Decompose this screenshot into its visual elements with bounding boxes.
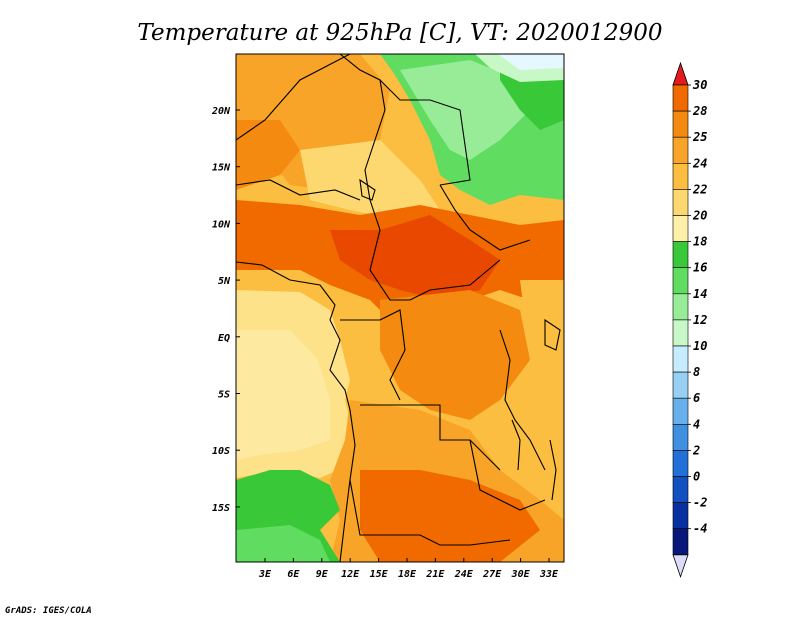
- colorbar-swatch: [672, 476, 689, 503]
- border-angola-drc: [360, 404, 501, 471]
- field-central-belt-core: [330, 215, 500, 300]
- border-sahara-1: [236, 54, 351, 141]
- colorbar-label: 12: [693, 313, 707, 327]
- border-libya-egypt: [339, 54, 471, 186]
- border-car: [369, 199, 501, 301]
- lon-label: 3E: [258, 569, 272, 580]
- lat-label: 10N: [212, 219, 231, 230]
- lon-label: 21E: [425, 569, 445, 580]
- lon-label: 24E: [454, 569, 474, 580]
- colorbar-label: 16: [693, 261, 707, 275]
- lon-label: 9E: [316, 569, 329, 580]
- lat-label: 5S: [218, 390, 230, 401]
- border-niger-chad: [364, 79, 386, 201]
- lat-label: 15N: [212, 163, 231, 174]
- lon-label: 30E: [511, 569, 531, 580]
- colorbar-label: 20: [692, 209, 707, 223]
- colorbar-swatch: [672, 528, 689, 556]
- colorbar-swatch: [672, 241, 689, 269]
- lake-tanganyika: [511, 419, 521, 471]
- colorbar-swatch: [672, 371, 689, 399]
- lake-malawi: [549, 439, 557, 501]
- lon-label: 18E: [398, 569, 417, 580]
- field-south-30c: [360, 470, 540, 562]
- colorbar-label: 28: [692, 104, 707, 118]
- colorbar-swatch: [672, 502, 689, 530]
- lat-label: 10S: [212, 446, 230, 457]
- lat-label: EQ: [218, 333, 230, 344]
- colorbar-label: 10: [693, 339, 707, 353]
- lat-label: 20N: [211, 106, 231, 117]
- colorbar-swatch: [672, 450, 689, 477]
- field-northeast-10c: [498, 54, 564, 70]
- country-borders: [236, 54, 561, 562]
- colorbar-bottom-arrow: [672, 554, 689, 579]
- colorbar-label: 6: [693, 391, 700, 405]
- colorbar-label: 18: [693, 235, 707, 249]
- lake-chad: [359, 178, 376, 201]
- colorbar-swatch: [672, 84, 689, 112]
- colorbar-swatch: [672, 136, 689, 164]
- colorbar-swatch: [672, 345, 689, 373]
- grads-credit: GrADS: IGES/COLA: [5, 606, 92, 616]
- colorbar-label: -2: [693, 496, 707, 510]
- temperature-map: [236, 54, 564, 562]
- latitude-axis: 20N 15N 10N 5N EQ 5S 10S 15S: [211, 106, 240, 514]
- colorbar-label: -4: [693, 522, 707, 536]
- colorbar-swatch: [672, 215, 689, 242]
- lon-label: 15E: [370, 569, 389, 580]
- colorbar-swatch: [672, 319, 689, 347]
- lake-victoria: [544, 318, 561, 351]
- coastline-west: [236, 261, 356, 562]
- longitude-axis: 3E 6E 9E 12E 15E 18E 21E 24E 27E 30E 33E: [258, 558, 559, 580]
- lon-label: 33E: [539, 569, 559, 580]
- colorbar-swatch: [672, 293, 689, 321]
- lon-label: 12E: [341, 569, 360, 580]
- lat-label: 15S: [212, 503, 230, 514]
- temperature-shading: [236, 54, 564, 562]
- colorbar-label: 2: [692, 443, 700, 457]
- colorbar-swatch: [672, 267, 689, 295]
- colorbar-label: 4: [693, 417, 700, 431]
- field-sahel-22c: [300, 140, 440, 220]
- colorbar-swatch: [672, 110, 689, 138]
- colorbar-label: 22: [692, 182, 707, 196]
- border-congo: [340, 309, 406, 401]
- colorbar-label: 30: [692, 78, 707, 92]
- colorbar-label: 25: [692, 130, 707, 144]
- map-title: Temperature at 925hPa [C], VT: 202001290…: [137, 20, 662, 46]
- border-namibia: [349, 479, 511, 546]
- border-sudan: [439, 184, 531, 251]
- colorbar-swatch: [672, 189, 689, 216]
- field-northeast-14c: [400, 60, 530, 160]
- lon-label: 6E: [287, 569, 300, 580]
- map-frame: [235, 53, 565, 563]
- field-ocean-18c: [236, 330, 330, 460]
- colorbar-swatch: [672, 163, 689, 190]
- colorbar-label: 0: [693, 470, 700, 484]
- colorbar-top-arrow: [672, 61, 689, 86]
- border-sahel: [236, 179, 361, 201]
- border-zambia: [469, 439, 546, 511]
- field-sahara-28c: [236, 120, 300, 190]
- colorbar-label: 24: [692, 156, 707, 170]
- colorbar-swatch: [672, 397, 689, 425]
- lat-label: 5N: [218, 276, 231, 287]
- border-great-lakes: [499, 329, 546, 471]
- colorbar-label: 8: [693, 365, 700, 379]
- colorbar-label: 14: [693, 287, 707, 301]
- field-southwest-16c: [236, 525, 330, 562]
- field-congo-28c: [380, 290, 530, 420]
- lon-label: 27E: [482, 569, 502, 580]
- colorbar-swatch: [672, 423, 689, 451]
- field-eastafrica-24c: [510, 280, 564, 440]
